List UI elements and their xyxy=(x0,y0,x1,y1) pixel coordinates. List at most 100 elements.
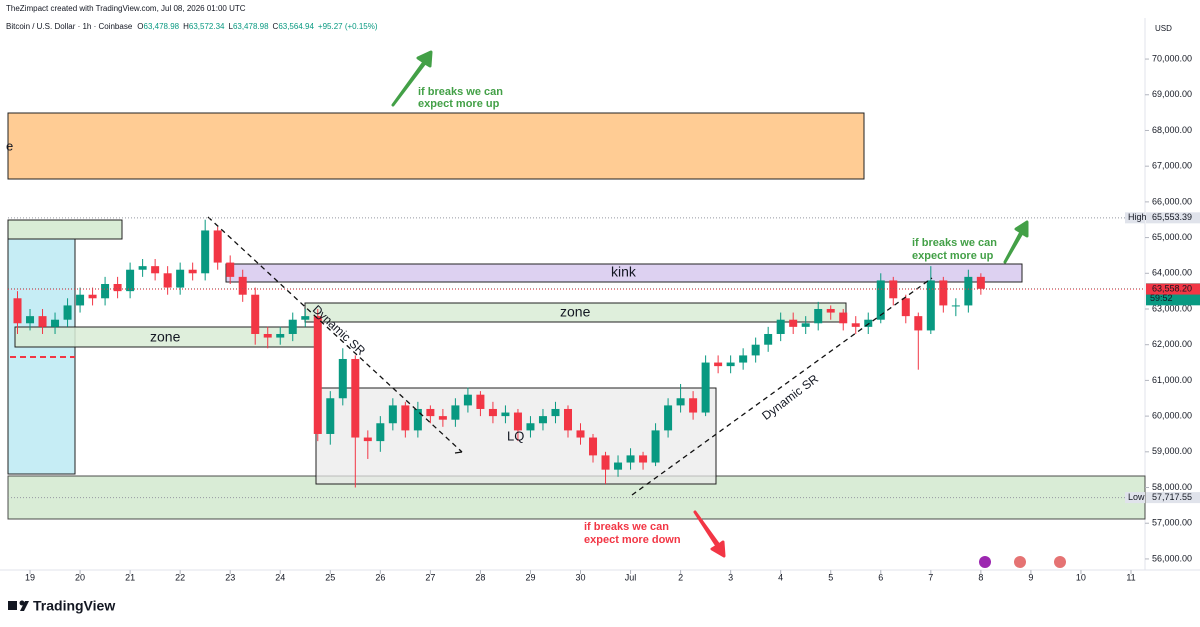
candle-body xyxy=(76,294,85,306)
logo xyxy=(8,601,17,610)
symbol: Bitcoin / U.S. Dollar · 1h · Coinbase xyxy=(6,22,133,31)
legend-value: +95.27 (+0.15%) xyxy=(318,22,378,31)
annotation: zone xyxy=(560,304,591,320)
annotation: if breaks we can xyxy=(912,237,997,249)
candle-body xyxy=(764,333,773,345)
x-tick-label: 22 xyxy=(175,572,185,582)
x-tick-label: 30 xyxy=(575,572,585,582)
candle-body xyxy=(151,266,160,274)
price-name: Low xyxy=(1128,492,1145,502)
candle-body xyxy=(438,416,447,420)
candle-body xyxy=(363,437,372,442)
x-tick-label: 3 xyxy=(728,572,733,582)
candle-body xyxy=(739,355,748,363)
candle-body xyxy=(51,319,60,327)
x-tick-label: 4 xyxy=(778,572,783,582)
legend-value: 63,572.34 xyxy=(189,22,225,31)
y-tick-label: 70,000.00 xyxy=(1152,53,1192,63)
candle-body xyxy=(276,333,285,338)
price-label: 65,553.39 xyxy=(1152,212,1192,222)
candle-body xyxy=(388,405,397,424)
annotation: expect more up xyxy=(418,98,500,110)
legend-value: 63,478.98 xyxy=(144,22,180,31)
candle-body xyxy=(801,323,810,327)
annotation: expect more up xyxy=(912,250,994,262)
candle-body xyxy=(226,262,235,277)
candle-body xyxy=(839,312,848,324)
candle-body xyxy=(26,316,35,324)
y-tick-label: 62,000.00 xyxy=(1152,339,1192,349)
candle-body xyxy=(776,319,785,334)
candle-body xyxy=(401,405,410,431)
x-tick-label: 10 xyxy=(1076,572,1086,582)
candle-body xyxy=(113,284,122,292)
event-icon[interactable] xyxy=(1014,556,1026,568)
candle-body xyxy=(376,423,385,442)
overlays: zone zone kink LQ Dynamic SR Dynamic SR … xyxy=(8,50,1145,568)
x-tick-label: 2 xyxy=(678,572,683,582)
y-tick-label: 60,000.00 xyxy=(1152,410,1192,420)
candle-body xyxy=(88,294,97,299)
candle-body xyxy=(338,358,347,399)
price-label-box xyxy=(1146,283,1200,295)
zone-box xyxy=(225,263,1023,283)
event-icon[interactable] xyxy=(1054,556,1066,568)
x-tick-label: 25 xyxy=(325,572,335,582)
currency: USD xyxy=(1155,24,1172,33)
candle-body xyxy=(589,437,598,456)
candle-body xyxy=(101,284,110,299)
arrow xyxy=(391,50,433,107)
candle-body xyxy=(951,305,960,307)
y-tick-label: 59,000.00 xyxy=(1152,446,1192,456)
candle-body xyxy=(188,269,197,274)
candle-body xyxy=(463,394,472,406)
logo xyxy=(20,601,29,611)
price-label-box xyxy=(1146,492,1200,504)
candle-body xyxy=(301,316,310,320)
x-tick-label: Jul xyxy=(625,572,637,582)
annotation: zone xyxy=(150,329,181,345)
candle-body xyxy=(639,455,648,463)
candle-body xyxy=(726,362,735,367)
candle-body xyxy=(326,398,335,434)
trend-line xyxy=(631,277,933,496)
candle-body xyxy=(851,323,860,327)
candle-body xyxy=(426,408,435,417)
candle-body xyxy=(789,319,798,327)
y-tick-label: 57,000.00 xyxy=(1152,518,1192,528)
candle-body xyxy=(714,362,723,367)
x-tick-label: 21 xyxy=(125,572,135,582)
candle-body xyxy=(251,294,260,334)
x-tick-label: 24 xyxy=(275,572,285,582)
footer: TradingView xyxy=(33,598,115,614)
candle-body xyxy=(38,316,47,327)
candle-body xyxy=(163,273,172,288)
candle-body xyxy=(413,408,422,431)
candle-body xyxy=(313,316,322,434)
zone-box xyxy=(7,112,865,180)
candles xyxy=(13,219,985,488)
event-icon[interactable] xyxy=(979,556,991,568)
candle-body xyxy=(63,305,72,320)
candle-body xyxy=(176,269,185,288)
candle-body xyxy=(664,405,673,431)
legend-value: 63,478.98 xyxy=(233,22,269,31)
candle-body xyxy=(939,280,948,306)
arrow xyxy=(1003,220,1029,264)
candle-body xyxy=(288,319,297,334)
candle-body xyxy=(476,394,485,409)
candle-body xyxy=(126,269,135,292)
arrow xyxy=(693,510,726,558)
x-tick-label: 28 xyxy=(475,572,485,582)
y-tick-label: 64,000.00 xyxy=(1152,268,1192,278)
x-tick-label: 5 xyxy=(828,572,833,582)
candle-body xyxy=(501,412,510,417)
annotation: LQ xyxy=(507,428,524,443)
price-name-box xyxy=(1125,212,1145,224)
price-label-box xyxy=(1146,212,1200,224)
x-tick-label: 7 xyxy=(928,572,933,582)
y-tick-label: 56,000.00 xyxy=(1152,553,1192,563)
candle-body xyxy=(238,276,247,295)
candle-body xyxy=(488,408,497,417)
